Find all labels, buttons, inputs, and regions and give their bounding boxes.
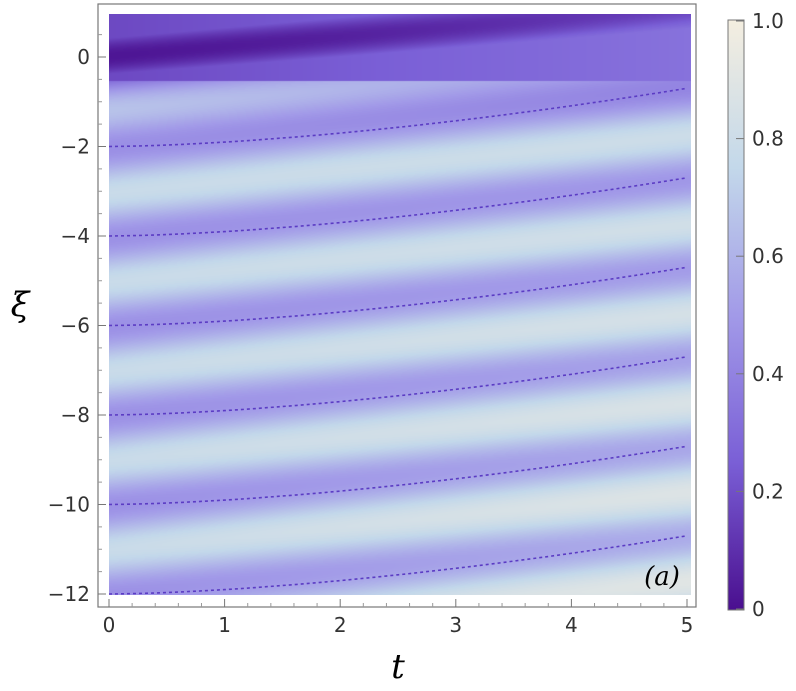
dashed-curve-4 (109, 445, 688, 506)
colorbar (727, 19, 745, 611)
dashed-curve-0 (109, 87, 688, 148)
x-tick-label: 3 (449, 613, 462, 637)
colorbar-tick-label: 1.0 (752, 9, 784, 33)
y-tick-label: −8 (61, 403, 90, 427)
heatmap-area (109, 14, 691, 595)
x-axis-ticks: 0 1 2 3 4 5 (103, 599, 694, 637)
y-tick-label: −6 (61, 314, 90, 338)
dashed-curve-5 (109, 535, 688, 595)
colorbar-tick-label: 0.2 (752, 479, 784, 503)
x-tick-label: 5 (681, 613, 694, 637)
x-tick-label: 2 (334, 613, 347, 637)
dashed-curves (109, 87, 688, 595)
dashed-curve-2 (109, 266, 688, 327)
heatmap-image (109, 14, 691, 595)
x-tick-label: 1 (218, 613, 231, 637)
colorbar-tick-label: 0.8 (752, 127, 784, 151)
y-axis-title: ξ (11, 285, 32, 325)
x-tick-label: 0 (103, 613, 116, 637)
colorbar-tick-label: 0.4 (752, 362, 784, 386)
x-axis-title: t (391, 647, 405, 687)
y-tick-label: −4 (61, 224, 90, 248)
y-tick-label: −12 (48, 582, 90, 606)
x-tick-label: 4 (565, 613, 578, 637)
colorbar-ticks: 0 0.2 0.4 0.6 0.8 1.0 (736, 9, 784, 621)
panel-label: (a) (644, 562, 680, 592)
plot-frame (97, 3, 697, 608)
y-tick-label: −10 (48, 493, 90, 517)
colorbar-tick-label: 0 (752, 597, 765, 621)
dashed-curve-1 (109, 177, 688, 237)
y-tick-label: −2 (61, 135, 90, 159)
y-tick-label: 0 (77, 45, 90, 69)
colorbar-tick-label: 0.6 (752, 244, 784, 268)
y-axis-ticks: 0 −2 −4 −6 −8 −10 −12 (48, 34, 106, 606)
dashed-curve-3 (109, 356, 688, 416)
